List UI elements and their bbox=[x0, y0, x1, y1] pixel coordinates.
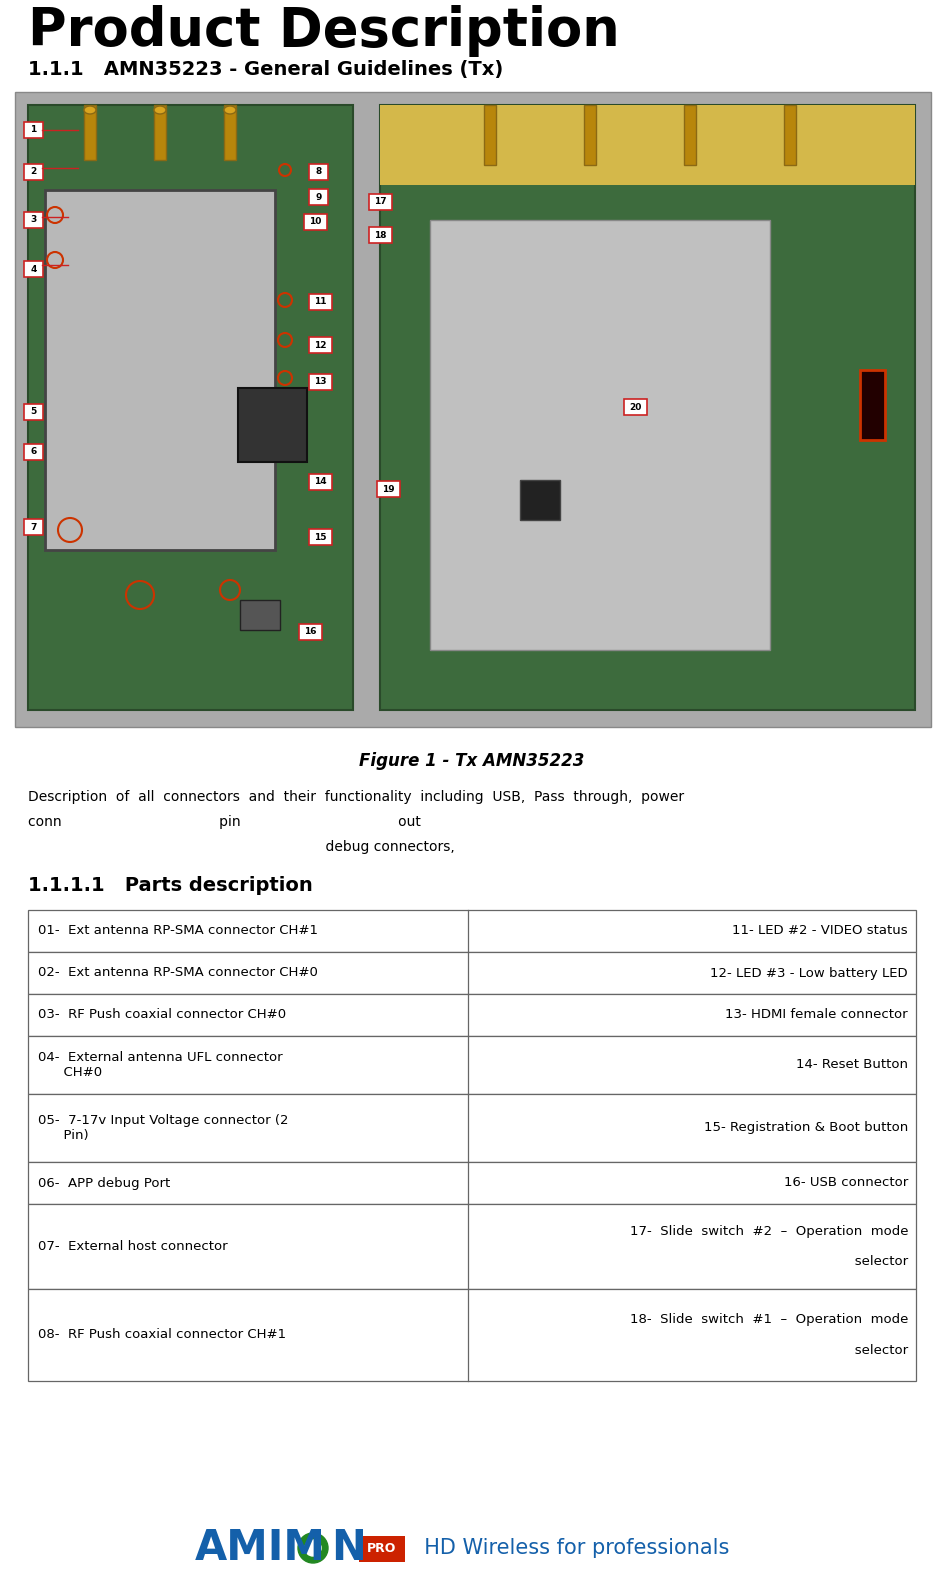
Text: 01-  Ext antenna RP-SMA connector CH#1: 01- Ext antenna RP-SMA connector CH#1 bbox=[38, 925, 318, 938]
Text: 07-  External host connector: 07- External host connector bbox=[38, 1240, 228, 1253]
FancyBboxPatch shape bbox=[24, 444, 43, 459]
Bar bbox=[45, 190, 275, 550]
Bar bbox=[28, 995, 916, 1036]
Text: Product Description: Product Description bbox=[28, 5, 620, 57]
Text: 12: 12 bbox=[314, 341, 327, 350]
Text: 2: 2 bbox=[30, 168, 37, 176]
Text: PRO: PRO bbox=[367, 1541, 396, 1554]
Text: 1.1.1   AMN35223 - General Guidelines (Tx): 1.1.1 AMN35223 - General Guidelines (Tx) bbox=[28, 60, 503, 79]
Text: 08-  RF Push coaxial connector CH#1: 08- RF Push coaxial connector CH#1 bbox=[38, 1329, 286, 1342]
Text: 03-  RF Push coaxial connector CH#0: 03- RF Push coaxial connector CH#0 bbox=[38, 1009, 286, 1022]
FancyBboxPatch shape bbox=[309, 474, 332, 489]
Ellipse shape bbox=[154, 106, 166, 114]
Bar bbox=[154, 105, 166, 160]
Text: 8: 8 bbox=[315, 168, 322, 176]
Bar bbox=[28, 1163, 916, 1204]
Text: 6: 6 bbox=[30, 448, 37, 456]
Text: 18: 18 bbox=[374, 231, 387, 239]
Bar bbox=[28, 1095, 916, 1163]
Text: 1.1.1.1   Parts description: 1.1.1.1 Parts description bbox=[28, 876, 312, 895]
Bar bbox=[28, 1204, 916, 1289]
Text: 10: 10 bbox=[310, 217, 322, 227]
Text: 15- Registration & Boot button: 15- Registration & Boot button bbox=[703, 1121, 908, 1134]
Text: conn                                    pin                                    o: conn pin o bbox=[28, 816, 421, 828]
Text: 16- USB connector: 16- USB connector bbox=[784, 1177, 908, 1190]
FancyBboxPatch shape bbox=[309, 165, 328, 181]
Text: 9: 9 bbox=[315, 193, 322, 201]
Bar bbox=[28, 909, 916, 952]
Text: 11- LED #2 - VIDEO status: 11- LED #2 - VIDEO status bbox=[733, 925, 908, 938]
FancyBboxPatch shape bbox=[24, 404, 43, 420]
FancyBboxPatch shape bbox=[24, 165, 43, 181]
FancyBboxPatch shape bbox=[369, 193, 392, 211]
Bar bbox=[240, 600, 280, 630]
FancyBboxPatch shape bbox=[309, 374, 332, 390]
Text: HD Wireless for professionals: HD Wireless for professionals bbox=[411, 1538, 730, 1559]
FancyBboxPatch shape bbox=[299, 624, 322, 640]
Ellipse shape bbox=[84, 106, 96, 114]
Bar bbox=[380, 105, 915, 710]
Text: 3: 3 bbox=[30, 215, 37, 225]
Bar bbox=[15, 92, 931, 727]
Text: N: N bbox=[331, 1527, 366, 1570]
Text: 1: 1 bbox=[30, 125, 37, 135]
Text: 13: 13 bbox=[314, 377, 327, 386]
FancyBboxPatch shape bbox=[238, 388, 307, 463]
Text: 20: 20 bbox=[630, 402, 642, 412]
Bar bbox=[520, 480, 560, 520]
Bar bbox=[484, 105, 496, 165]
Text: 4: 4 bbox=[30, 265, 37, 274]
Bar bbox=[380, 105, 915, 185]
FancyBboxPatch shape bbox=[309, 337, 332, 353]
Text: 04-  External antenna UFL connector
      CH#0: 04- External antenna UFL connector CH#0 bbox=[38, 1052, 282, 1079]
FancyBboxPatch shape bbox=[309, 529, 332, 545]
Text: 14: 14 bbox=[314, 477, 327, 486]
Text: AMIM: AMIM bbox=[195, 1527, 326, 1570]
Text: 19: 19 bbox=[382, 485, 395, 494]
Bar bbox=[784, 105, 796, 165]
FancyBboxPatch shape bbox=[24, 520, 43, 535]
Text: 05-  7-17v Input Voltage connector (2
      Pin): 05- 7-17v Input Voltage connector (2 Pin… bbox=[38, 1114, 289, 1142]
FancyBboxPatch shape bbox=[309, 188, 328, 204]
FancyBboxPatch shape bbox=[377, 482, 400, 497]
Text: 02-  Ext antenna RP-SMA connector CH#0: 02- Ext antenna RP-SMA connector CH#0 bbox=[38, 966, 318, 979]
Text: 5: 5 bbox=[30, 407, 37, 417]
Bar bbox=[28, 1289, 916, 1381]
Text: debug connectors,: debug connectors, bbox=[28, 840, 455, 854]
Text: 16: 16 bbox=[304, 627, 317, 637]
FancyBboxPatch shape bbox=[309, 295, 332, 310]
Text: 17-  Slide  switch  #2  –  Operation  mode

                                   s: 17- Slide switch #2 – Operation mode s bbox=[630, 1224, 908, 1269]
Text: 7: 7 bbox=[30, 523, 37, 532]
Text: 11: 11 bbox=[314, 298, 327, 306]
FancyBboxPatch shape bbox=[24, 261, 43, 277]
Text: Description  of  all  connectors  and  their  functionality  including  USB,  Pa: Description of all connectors and their … bbox=[28, 790, 684, 805]
Bar bbox=[430, 220, 770, 649]
Bar bbox=[584, 105, 596, 165]
Bar bbox=[860, 371, 885, 440]
Circle shape bbox=[305, 1540, 321, 1555]
Bar bbox=[45, 190, 275, 550]
Bar bbox=[28, 952, 916, 995]
Text: 15: 15 bbox=[314, 532, 327, 542]
Bar bbox=[224, 105, 236, 160]
FancyBboxPatch shape bbox=[624, 399, 647, 415]
Text: Figure 1 - Tx AMN35223: Figure 1 - Tx AMN35223 bbox=[360, 752, 584, 770]
Bar bbox=[84, 105, 96, 160]
Bar bbox=[28, 1036, 916, 1095]
Ellipse shape bbox=[224, 106, 236, 114]
Text: 17: 17 bbox=[374, 198, 387, 206]
Text: 14- Reset Button: 14- Reset Button bbox=[796, 1058, 908, 1071]
Text: 12- LED #3 - Low battery LED: 12- LED #3 - Low battery LED bbox=[711, 966, 908, 979]
Bar bbox=[28, 105, 353, 710]
Circle shape bbox=[298, 1533, 328, 1563]
FancyBboxPatch shape bbox=[369, 227, 392, 242]
FancyBboxPatch shape bbox=[24, 212, 43, 228]
Text: 13- HDMI female connector: 13- HDMI female connector bbox=[725, 1009, 908, 1022]
Bar bbox=[359, 1536, 405, 1562]
Text: 18-  Slide  switch  #1  –  Operation  mode

                                   s: 18- Slide switch #1 – Operation mode s bbox=[630, 1313, 908, 1356]
Text: 06-  APP debug Port: 06- APP debug Port bbox=[38, 1177, 170, 1190]
Bar bbox=[684, 105, 696, 165]
FancyBboxPatch shape bbox=[304, 214, 327, 230]
FancyBboxPatch shape bbox=[24, 122, 43, 138]
